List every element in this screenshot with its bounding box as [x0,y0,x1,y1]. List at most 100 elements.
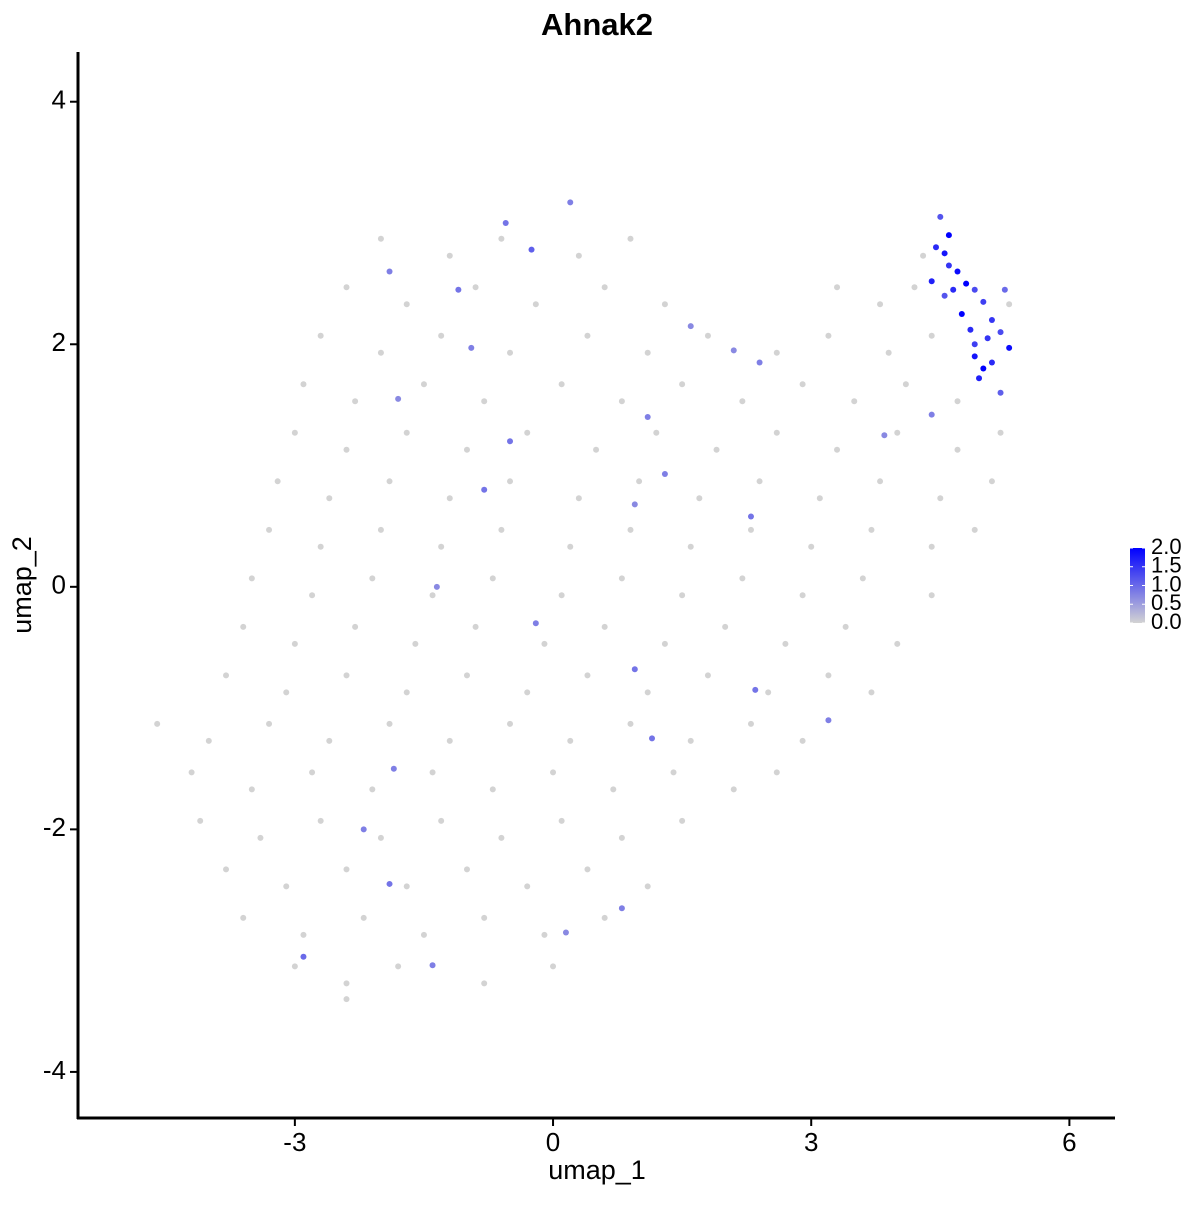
point [360,826,367,833]
y-tick-label: -2 [43,812,66,842]
point [1006,344,1013,351]
point [240,914,247,921]
point [980,365,987,372]
point [679,592,686,599]
point [980,298,987,305]
point [412,640,419,647]
point [636,478,643,485]
point [661,301,668,308]
point [524,689,531,696]
point [395,963,402,970]
point [704,672,711,679]
point [894,640,901,647]
y-axis-label: umap_2 [7,536,37,634]
point [730,786,737,793]
point [739,575,746,582]
point [868,689,875,696]
point [722,623,729,630]
point [446,737,453,744]
point [386,268,393,275]
point [976,375,983,382]
point [575,495,582,502]
point [747,526,754,533]
point [257,834,264,841]
point [386,880,393,887]
point [446,495,453,502]
point [928,592,935,599]
point [343,672,350,679]
point [825,717,832,724]
point [352,623,359,630]
point [618,575,625,582]
point [223,866,230,873]
point [558,592,565,599]
point [455,286,462,293]
point [618,905,625,912]
point [937,213,944,220]
point [687,543,694,550]
point [971,286,978,293]
point [661,640,668,647]
point [420,381,427,388]
point [696,495,703,502]
point [433,583,440,590]
y-tick-label: 4 [52,85,66,115]
point [679,381,686,388]
point [472,623,479,630]
colorbar-label: 2.0 [1151,534,1182,559]
point [266,720,273,727]
point [377,526,384,533]
point [575,252,582,259]
point [498,235,505,242]
point [317,817,324,824]
point [971,526,978,533]
point [558,381,565,388]
point [541,640,548,647]
point [954,446,961,453]
point [438,543,445,550]
point [567,543,574,550]
point [532,301,539,308]
point [859,575,866,582]
point [713,446,720,453]
y-tick-label: 2 [52,327,66,357]
point [266,526,273,533]
point [877,478,884,485]
point [532,620,539,627]
point [773,349,780,356]
point [248,575,255,582]
point [950,286,957,293]
point [498,526,505,533]
point [429,592,436,599]
point [481,980,488,987]
point [584,672,591,679]
point [507,349,514,356]
point [343,446,350,453]
point [283,689,290,696]
point [773,769,780,776]
point [197,817,204,824]
x-tick-label: -3 [283,1127,306,1157]
point [463,866,470,873]
point [945,232,952,239]
point [343,996,350,1003]
point [352,398,359,405]
point [954,398,961,405]
point [309,769,316,776]
point [825,332,832,339]
point [343,866,350,873]
colorbar-label: 0.0 [1151,609,1182,634]
point [395,395,402,402]
point [928,543,935,550]
colorbar-label: 0.5 [1151,590,1182,615]
point [885,349,892,356]
point [984,335,991,342]
y-tick-label: 0 [52,570,66,600]
points [154,199,1013,1003]
point [291,640,298,647]
point [756,359,763,366]
point [928,278,935,285]
point [902,381,909,388]
point [963,280,970,287]
